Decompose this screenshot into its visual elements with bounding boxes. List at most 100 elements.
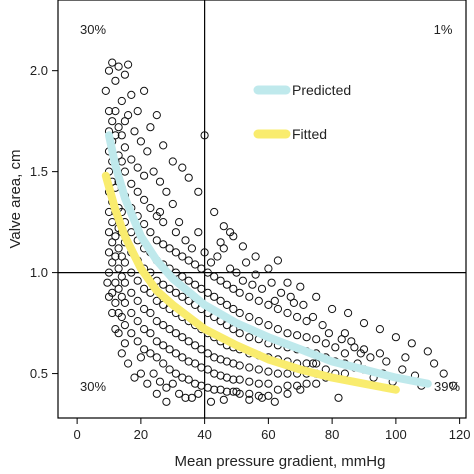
scatter-point [273, 256, 282, 265]
scatter-point [127, 288, 136, 297]
scatter-point [430, 359, 439, 368]
scatter-point [203, 365, 212, 374]
scatter-point [375, 325, 384, 334]
scatter-point [401, 353, 410, 362]
scatter-point [117, 349, 126, 358]
scatter-point [245, 389, 254, 398]
scatter-point [235, 389, 244, 398]
scatter-point [347, 337, 356, 346]
scatter-point [197, 345, 206, 354]
scatter-point [264, 391, 273, 400]
axes: 0 20 40 60 80 100 120 0.5 1.0 1.5 2.0 [30, 63, 471, 442]
scatter-point [283, 308, 292, 318]
scatter-point [114, 244, 123, 253]
scatter-point [140, 86, 149, 96]
scatter-point [235, 329, 244, 338]
scatter-point [146, 349, 155, 358]
scatter-point [264, 379, 273, 388]
scatter-point [104, 268, 114, 277]
scatter-point [133, 337, 142, 346]
scatter-point [155, 177, 165, 186]
scatter-point [108, 288, 117, 297]
scatter-point [283, 381, 292, 390]
x-tick-label: 80 [325, 427, 339, 442]
scatter-point [200, 131, 209, 140]
x-tick-label: 20 [134, 427, 148, 442]
scatter-point [200, 248, 209, 257]
scatter-point [171, 248, 180, 257]
scatter-point [178, 252, 187, 261]
scatter-point [375, 349, 384, 358]
scatter-point [120, 258, 130, 267]
scatter-point [168, 199, 177, 209]
scatter-point [124, 111, 133, 120]
scatter-point [175, 389, 184, 398]
scatter-point [127, 90, 136, 100]
scatter-point [152, 353, 161, 362]
quadrant-label-top-right: 1% [434, 22, 453, 37]
scatter-point [114, 123, 123, 132]
quadrant-label-top-left: 30% [80, 22, 106, 37]
scatter-point [165, 345, 174, 354]
scatter-point [203, 268, 212, 277]
scatter-point [293, 312, 302, 322]
scatter-point [111, 252, 120, 261]
scatter-point [191, 260, 200, 269]
y-tick-label: 0.5 [30, 366, 48, 381]
scatter-point [273, 304, 282, 314]
scatter-point [222, 280, 231, 289]
scatter-point [159, 321, 168, 330]
scatter-point [120, 339, 130, 348]
scatter-point [140, 171, 149, 180]
scatter-point [171, 288, 180, 297]
scatter-point [149, 369, 158, 378]
scatter-point [143, 379, 152, 388]
scatter-point [165, 365, 174, 374]
scatter-point [210, 385, 219, 394]
scatter-point [219, 222, 228, 231]
scatter-point [232, 268, 241, 277]
scatter-point [111, 107, 120, 116]
scatter-point [235, 361, 244, 370]
scatter-point [117, 312, 126, 322]
scatter-point [159, 280, 168, 289]
scatter-point [245, 363, 254, 372]
scatter-point [103, 278, 112, 287]
scatter-point [165, 325, 174, 334]
scatter-point [254, 365, 263, 374]
scatter-point [143, 147, 152, 156]
scatter-point [171, 349, 180, 358]
scatter-point [277, 288, 286, 297]
scatter-point [178, 163, 187, 172]
scatter-point [187, 393, 196, 402]
scatter-point [245, 333, 254, 342]
scatter-point [181, 236, 190, 245]
scatter-point [194, 187, 203, 196]
scatter-point [203, 349, 212, 358]
scatter-point [283, 369, 292, 378]
scatter-point [302, 379, 311, 388]
scatter-point [111, 232, 120, 241]
scatter-point [146, 308, 155, 318]
scatter-point [439, 369, 448, 378]
scatter-point [270, 397, 279, 406]
scatter-point [104, 107, 114, 116]
scatter-point [140, 304, 149, 314]
scatter-point [146, 329, 155, 338]
scatter-point [178, 353, 187, 362]
scatter-point [184, 296, 193, 305]
scatter-point [324, 329, 333, 338]
scatter-point [184, 337, 193, 346]
scatter-point [152, 111, 161, 120]
scatter-point [171, 228, 180, 237]
scatter-point [136, 137, 145, 146]
scatter-point [184, 375, 193, 384]
scatter-point [398, 365, 407, 374]
scatter-point [171, 329, 180, 338]
y-tick-label: 1.0 [30, 265, 48, 280]
scatter-point [155, 207, 165, 217]
scatter-point [235, 288, 244, 297]
scatter-point [264, 300, 273, 309]
scatter-point [340, 349, 349, 358]
scatter-point [264, 264, 273, 273]
